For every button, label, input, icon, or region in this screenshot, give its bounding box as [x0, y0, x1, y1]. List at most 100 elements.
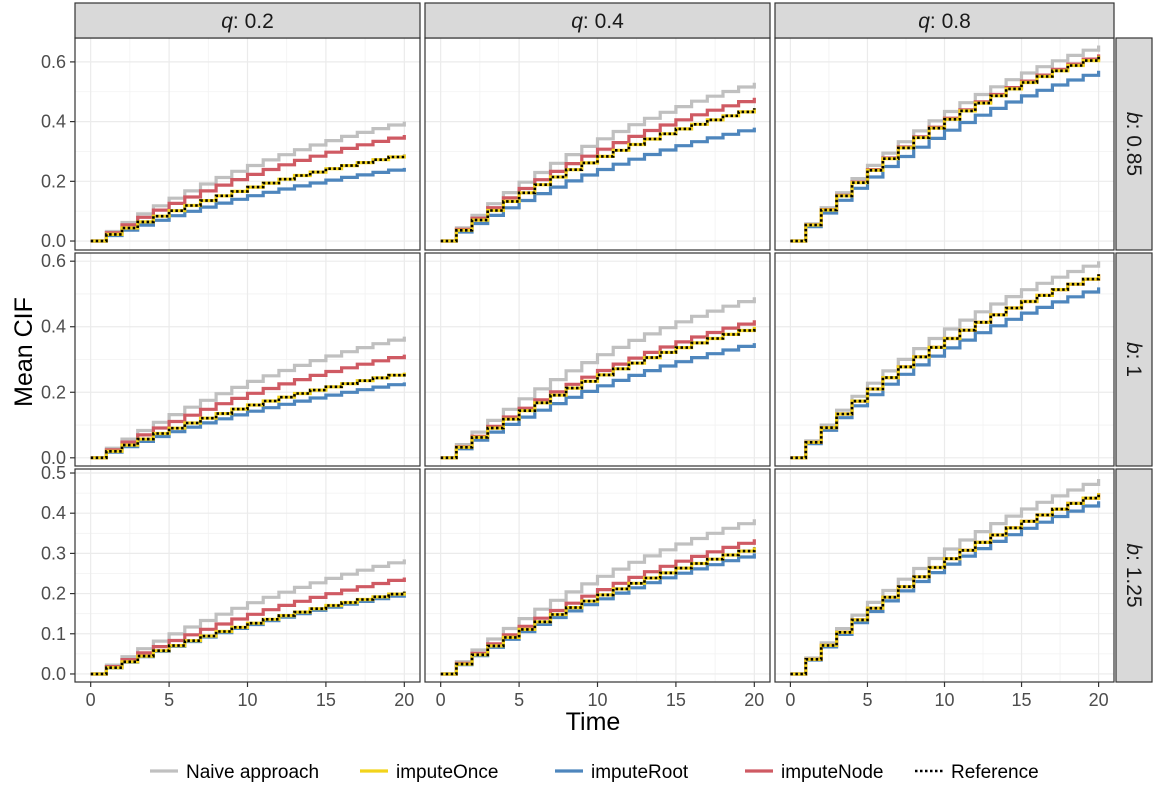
facet-value: : 1	[1122, 354, 1145, 377]
series-line-node	[440, 320, 756, 460]
series-line-root	[90, 167, 406, 243]
panel-r0-c0	[74, 37, 421, 251]
y-tick-label: 0.2	[41, 584, 66, 604]
y-tick-label: 0.6	[41, 251, 66, 271]
y-axis-title: Mean CIF	[10, 297, 38, 407]
panel-r2-c1	[424, 468, 771, 683]
legend-label: imputeOnce	[396, 762, 498, 783]
facet-strip-q-0: q: 0.2	[74, 2, 421, 39]
x-tick-label: 5	[514, 690, 524, 710]
x-tick-label: 0	[785, 690, 795, 710]
panel-r0-c2	[774, 37, 1115, 251]
series-line-ref	[790, 55, 1100, 243]
series-line-ref	[90, 372, 406, 460]
y-tick-label: 0.4	[41, 503, 66, 523]
x-tick-label: 15	[666, 690, 686, 710]
facet-variable: q	[571, 10, 583, 33]
legend-item-root: imputeRoot	[555, 762, 689, 783]
facet-strip-background	[1115, 252, 1153, 467]
facet-strip-background	[74, 2, 421, 39]
x-tick-label: 5	[862, 690, 872, 710]
y-tick-label: 0.1	[41, 624, 66, 644]
x-tick-label: 20	[1089, 690, 1109, 710]
panel-r2-c0	[74, 468, 421, 683]
y-tick-label: 0.0	[41, 664, 66, 684]
panel-r2-c2	[774, 468, 1115, 683]
panel-r1-c1	[424, 252, 771, 467]
legend-item-ref: Reference	[915, 762, 1039, 783]
facet-strip-b-2: b: 1.25	[1115, 468, 1153, 683]
legend-item-naive: Naive approach	[150, 762, 319, 783]
series-line-node	[90, 135, 406, 243]
panels-layer	[74, 37, 1115, 683]
x-tick-label: 10	[587, 690, 607, 710]
y-tick-label: 0.0	[41, 448, 66, 468]
x-tick-label: 15	[1012, 690, 1032, 710]
facet-value: : 0.4	[583, 10, 624, 33]
x-tick-label: 20	[744, 690, 764, 710]
series-line-ref	[90, 591, 406, 676]
facet-strip-background	[774, 2, 1115, 39]
x-tick-label: 10	[237, 690, 257, 710]
x-axis-title: Time	[566, 708, 621, 736]
series-line-node	[90, 354, 406, 460]
facet-strip-label: q: 0.2	[221, 10, 274, 33]
facet-variable: b	[1122, 543, 1145, 555]
legend-label: Naive approach	[186, 762, 319, 783]
facet-strip-b-1: b: 1	[1115, 252, 1153, 467]
facet-strip-background	[1115, 468, 1153, 683]
series-line-naive	[440, 519, 756, 676]
legend-label: imputeNode	[781, 762, 883, 783]
legend: Naive approach imputeOnce imputeRoot impute…	[150, 762, 1039, 783]
y-tick-label: 0.4	[41, 317, 66, 337]
series-line-root	[790, 70, 1101, 243]
legend-label: imputeRoot	[591, 762, 689, 783]
series-line-naive	[90, 559, 406, 676]
facet-value: : 0.85	[1122, 124, 1145, 177]
facet-strip-background	[1115, 37, 1153, 251]
legend-item-once: imputeOnce	[360, 762, 498, 783]
facet-variable: b	[1122, 342, 1145, 354]
facet-value: : 1.25	[1122, 555, 1145, 608]
x-tick-label: 15	[316, 690, 336, 710]
series-line-naive	[90, 336, 406, 460]
panel-r0-c1	[424, 37, 771, 251]
series-line-naive	[440, 297, 756, 460]
series-line-root	[440, 127, 756, 243]
series-line-ref	[440, 108, 756, 243]
y-tick-label: 0.6	[41, 52, 66, 72]
facet-strip-label: b: 1.25	[1122, 543, 1145, 607]
facet-strip-q-1: q: 0.4	[424, 2, 771, 39]
series-line-ref	[440, 326, 756, 460]
strips-layer: q: 0.2 q: 0.4 q: 0.8b: 0.85b: 1b: 1.25	[74, 2, 1153, 683]
series-line-once	[790, 493, 1101, 676]
series-line-naive	[790, 479, 1101, 676]
y-tick-label: 0.3	[41, 543, 66, 563]
panel-border	[774, 252, 1115, 467]
series-line-ref	[790, 274, 1100, 460]
facet-strip-b-0: b: 0.85	[1115, 37, 1153, 251]
y-tick-label: 0.2	[41, 382, 66, 402]
series-line-node	[440, 97, 756, 243]
series-line-naive	[790, 261, 1101, 460]
facet-strip-q-2: q: 0.8	[774, 2, 1115, 39]
legend-item-node: imputeNode	[745, 762, 883, 783]
legend-label: Reference	[951, 762, 1039, 783]
facet-strip-label: q: 0.8	[918, 10, 971, 33]
panel-border	[424, 252, 771, 467]
facet-value: : 0.8	[930, 10, 971, 33]
series-line-ref	[90, 154, 406, 243]
series-line-node	[90, 577, 406, 676]
panel-border	[74, 252, 421, 467]
facet-strip-label: b: 1	[1122, 342, 1145, 377]
facet-variable: b	[1122, 112, 1145, 124]
facet-value: : 0.2	[233, 10, 274, 33]
axes-layer: 0.00.20.40.60.00.20.40.60.00.10.20.30.40…	[41, 52, 1109, 710]
facet-variable: q	[221, 10, 233, 33]
series-line-naive	[440, 82, 756, 243]
y-tick-label: 0.4	[41, 112, 66, 132]
x-tick-label: 10	[934, 690, 954, 710]
x-tick-label: 5	[164, 690, 174, 710]
x-tick-label: 20	[394, 690, 414, 710]
